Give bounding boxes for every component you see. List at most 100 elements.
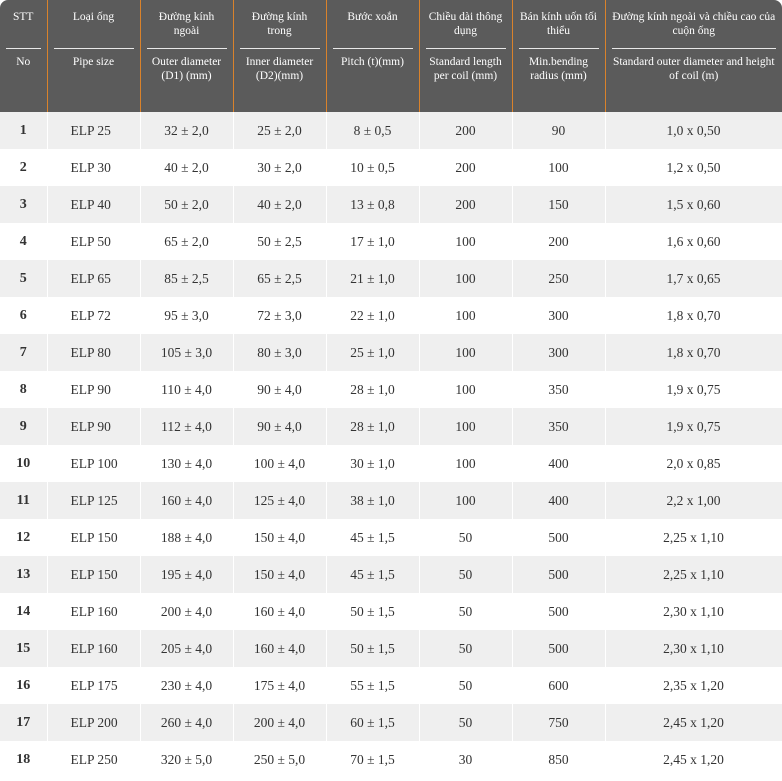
- table-row: 13 ELP 150 195 ± 4,0 150 ± 4,0 45 ± 1,5 50 500…: [0, 556, 782, 593]
- table-cell: 14: [0, 593, 48, 630]
- table-cell: 40 ± 2,0: [140, 149, 234, 186]
- table-cell: 9: [0, 408, 48, 445]
- table-header: STT No Loại ống Pipe size Đường kính ngoài Ou…: [0, 0, 782, 112]
- table-cell: 400: [512, 445, 606, 482]
- table-cell: 28 ± 1,0: [326, 408, 420, 445]
- table-cell: ELP 25: [47, 112, 141, 149]
- table-cell: 200 ± 4,0: [233, 704, 327, 741]
- table-row: 3 ELP 40 50 ± 2,0 40 ± 2,0 13 ± 0,8 200 150 1,5…: [0, 186, 782, 223]
- table-cell: 95 ± 3,0: [140, 297, 234, 334]
- table-cell: ELP 100: [47, 445, 141, 482]
- table-cell: 80 ± 3,0: [233, 334, 327, 371]
- table-row: 18 ELP 250 320 ± 5,0 250 ± 5,0 70 ± 1,5 30 850…: [0, 741, 782, 778]
- table-cell: 500: [512, 556, 606, 593]
- table-cell: 18: [0, 741, 48, 778]
- header-vi: Chiều dài thông dụng: [425, 6, 506, 49]
- table-row: 7 ELP 80 105 ± 3,0 80 ± 3,0 25 ± 1,0 100 300 1,…: [0, 334, 782, 371]
- table-cell: 50: [419, 593, 513, 630]
- table-cell: 300: [512, 334, 606, 371]
- table-cell: 1,8 x 0,70: [605, 334, 782, 371]
- table-cell: 2,25 x 1,10: [605, 556, 782, 593]
- table-cell: ELP 175: [47, 667, 141, 704]
- table-cell: 17: [0, 704, 48, 741]
- table-cell: 1,7 x 0,65: [605, 260, 782, 297]
- table-cell: 100: [419, 260, 513, 297]
- table-cell: 500: [512, 593, 606, 630]
- table-cell: 50: [419, 704, 513, 741]
- table-cell: 100: [512, 149, 606, 186]
- table-cell: 45 ± 1,5: [326, 519, 420, 556]
- header-row: STT No Loại ống Pipe size Đường kính ngoài Ou…: [0, 0, 782, 112]
- table-cell: ELP 90: [47, 408, 141, 445]
- table-cell: 195 ± 4,0: [140, 556, 234, 593]
- table-cell: 72 ± 3,0: [233, 297, 327, 334]
- table-cell: 30 ± 2,0: [233, 149, 327, 186]
- table-cell: 50 ± 1,5: [326, 593, 420, 630]
- table-cell: 130 ± 4,0: [140, 445, 234, 482]
- table-cell: 90: [512, 112, 606, 149]
- table-cell: 105 ± 3,0: [140, 334, 234, 371]
- table-cell: 350: [512, 371, 606, 408]
- table-cell: 8: [0, 371, 48, 408]
- table-cell: 25 ± 1,0: [326, 334, 420, 371]
- table-cell: 230 ± 4,0: [140, 667, 234, 704]
- table-cell: 200: [419, 186, 513, 223]
- table-cell: ELP 150: [47, 556, 141, 593]
- table-cell: 5: [0, 260, 48, 297]
- table-cell: 2,35 x 1,20: [605, 667, 782, 704]
- table-cell: 28 ± 1,0: [326, 371, 420, 408]
- table-cell: 8 ± 0,5: [326, 112, 420, 149]
- table-cell: 200: [419, 149, 513, 186]
- header-vi: Bước xoắn: [332, 6, 413, 49]
- table-cell: 110 ± 4,0: [140, 371, 234, 408]
- table-cell: 100: [419, 408, 513, 445]
- table-row: 15 ELP 160 205 ± 4,0 160 ± 4,0 50 ± 1,5 50 500…: [0, 630, 782, 667]
- table-row: 17 ELP 200 260 ± 4,0 200 ± 4,0 60 ± 1,5 50 750…: [0, 704, 782, 741]
- table-cell: 38 ± 1,0: [326, 482, 420, 519]
- table-cell: 250: [512, 260, 606, 297]
- table-cell: 50 ± 2,0: [140, 186, 234, 223]
- table-row: 8 ELP 90 110 ± 4,0 90 ± 4,0 28 ± 1,0 100 350 1,…: [0, 371, 782, 408]
- table-cell: ELP 72: [47, 297, 141, 334]
- header-en: Pipe size: [72, 56, 115, 68]
- table-row: 6 ELP 72 95 ± 3,0 72 ± 3,0 22 ± 1,0 100 300 1,8…: [0, 297, 782, 334]
- header-cell: Bán kính uốn tối thiểu Min.bending radius…: [512, 0, 606, 112]
- table-cell: 2,45 x 1,20: [605, 741, 782, 778]
- table-cell: 100: [419, 334, 513, 371]
- header-cell: Loại ống Pipe size: [47, 0, 141, 112]
- table-cell: 2,2 x 1,00: [605, 482, 782, 519]
- header-cell: Đường kính ngoài và chiều cao của cuộn ố…: [605, 0, 782, 112]
- header-vi: Bán kính uốn tối thiểu: [518, 6, 599, 49]
- table-cell: 750: [512, 704, 606, 741]
- table-cell: 300: [512, 297, 606, 334]
- table-cell: 90 ± 4,0: [233, 371, 327, 408]
- table-cell: 4: [0, 223, 48, 260]
- table-row: 11 ELP 125 160 ± 4,0 125 ± 4,0 38 ± 1,0 100 40…: [0, 482, 782, 519]
- table-cell: 17 ± 1,0: [326, 223, 420, 260]
- table-cell: 21 ± 1,0: [326, 260, 420, 297]
- table-cell: 188 ± 4,0: [140, 519, 234, 556]
- table-cell: ELP 40: [47, 186, 141, 223]
- table-cell: 1,8 x 0,70: [605, 297, 782, 334]
- table-cell: 11: [0, 482, 48, 519]
- header-en: Standard length per coil (mm): [429, 56, 502, 82]
- table-cell: 2,30 x 1,10: [605, 630, 782, 667]
- table-cell: 70 ± 1,5: [326, 741, 420, 778]
- table-cell: ELP 250: [47, 741, 141, 778]
- table-cell: 50: [419, 630, 513, 667]
- table-cell: 15: [0, 630, 48, 667]
- table-cell: 125 ± 4,0: [233, 482, 327, 519]
- table-row: 16 ELP 175 230 ± 4,0 175 ± 4,0 55 ± 1,5 50 600…: [0, 667, 782, 704]
- table-cell: 200 ± 4,0: [140, 593, 234, 630]
- header-en: Outer diameter (D1) (mm): [151, 56, 222, 82]
- table-cell: 90 ± 4,0: [233, 408, 327, 445]
- table-cell: 30 ± 1,0: [326, 445, 420, 482]
- table-cell: 150: [512, 186, 606, 223]
- table-row: 14 ELP 160 200 ± 4,0 160 ± 4,0 50 ± 1,5 50 500…: [0, 593, 782, 630]
- table-row: 1 ELP 25 32 ± 2,0 25 ± 2,0 8 ± 0,5 200 90 1,0 x…: [0, 112, 782, 149]
- table-cell: 100: [419, 445, 513, 482]
- table-cell: ELP 125: [47, 482, 141, 519]
- table-cell: 2: [0, 149, 48, 186]
- header-en: Min.bending radius (mm): [528, 56, 589, 82]
